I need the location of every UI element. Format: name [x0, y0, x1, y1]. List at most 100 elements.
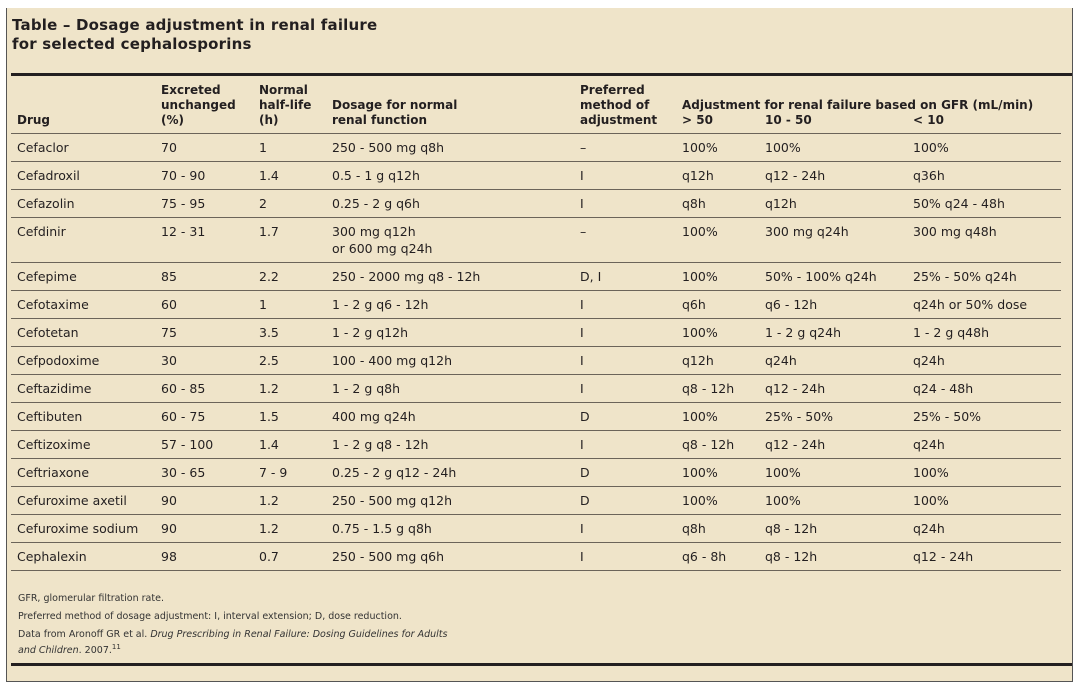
cell-gfr-under-10: 1 - 2 g q48h	[913, 318, 1061, 347]
cell-drug: Cefuroxime axetil	[11, 486, 161, 515]
cell-halflife: 1	[259, 290, 332, 319]
cell-gfr-under-10: q24h	[913, 514, 1061, 543]
cell-gfr-10-50: 100%	[765, 486, 913, 515]
cell-halflife: 2.2	[259, 262, 332, 291]
cell-gfr-under-10: 100%	[913, 458, 1061, 487]
cell-halflife: 1.2	[259, 514, 332, 543]
cell-gfr-10-50: 50% - 100% q24h	[765, 262, 913, 291]
cell-halflife: 1.4	[259, 430, 332, 459]
cell-method: –	[580, 133, 682, 162]
footnote-abbrev: GFR, glomerular filtration rate.	[18, 593, 164, 604]
cell-dosage: 250 - 500 mg q6h	[332, 542, 580, 571]
cell-method: D	[580, 458, 682, 487]
cell-drug: Cefotetan	[11, 318, 161, 347]
table-row: Ceftibuten 60 - 75 1.5 400 mg q24h D 100% 25% …	[11, 402, 1061, 431]
gfr-heading: Adjustment for renal failure based on GF…	[682, 98, 1034, 112]
cell-dosage: 1 - 2 g q12h	[332, 318, 580, 347]
cell-halflife: 1.2	[259, 486, 332, 515]
cell-halflife: 1.7	[259, 217, 332, 263]
cell-drug: Ceftibuten	[11, 402, 161, 431]
cell-gfr-10-50: q12 - 24h	[765, 161, 913, 190]
cell-method: I	[580, 346, 682, 375]
cell-gfr-10-50: 25% - 50%	[765, 402, 913, 431]
cell-halflife: 1.4	[259, 161, 332, 190]
cell-dosage: 1 - 2 g q8 - 12h	[332, 430, 580, 459]
col-halflife: Normal half-life (h)	[259, 77, 332, 134]
cell-gfr-10-50: q24h	[765, 346, 913, 375]
cell-excreted: 85	[161, 262, 259, 291]
cell-gfr-10-50: q12 - 24h	[765, 374, 913, 403]
table-row: Cefuroxime axetil 90 1.2 250 - 500 mg q12h D…	[11, 486, 1061, 515]
cell-drug: Cefuroxime sodium	[11, 514, 161, 543]
cell-gfr-over-50: q6 - 8h	[682, 542, 765, 571]
cell-halflife: 2	[259, 189, 332, 218]
cell-gfr-under-10: q24h	[913, 346, 1061, 375]
cell-dosage: 0.75 - 1.5 g q8h	[332, 514, 580, 543]
cell-gfr-10-50: q8 - 12h	[765, 514, 913, 543]
cell-drug: Cefaclor	[11, 133, 161, 162]
cell-gfr-under-10: 100%	[913, 486, 1061, 515]
cell-gfr-over-50: 100%	[682, 318, 765, 347]
cell-dosage: 0.5 - 1 g q12h	[332, 161, 580, 190]
cell-drug: Cefepime	[11, 262, 161, 291]
cell-drug: Ceftizoxime	[11, 430, 161, 459]
cell-dosage: 0.25 - 2 g q6h	[332, 189, 580, 218]
cell-drug: Cefotaxime	[11, 290, 161, 319]
cell-drug: Cephalexin	[11, 542, 161, 571]
cell-gfr-under-10: q24 - 48h	[913, 374, 1061, 403]
footnote-source: Data from Aronoff GR et al. Drug Prescri…	[18, 629, 448, 657]
cell-drug: Cefdinir	[11, 217, 161, 263]
cell-gfr-over-50: 100%	[682, 402, 765, 431]
cell-excreted: 70	[161, 133, 259, 162]
table-title: Table – Dosage adjustment in renal failu…	[12, 16, 377, 54]
cell-excreted: 90	[161, 486, 259, 515]
cell-gfr-under-10: 100%	[913, 133, 1061, 162]
cell-halflife: 3.5	[259, 318, 332, 347]
cell-gfr-10-50: q8 - 12h	[765, 542, 913, 571]
cell-method: I	[580, 161, 682, 190]
footnote-method: Preferred method of dosage adjustment: I…	[18, 611, 402, 622]
cell-gfr-over-50: 100%	[682, 217, 765, 263]
title-line: Table – Dosage adjustment in renal failu…	[12, 16, 378, 34]
cell-dosage: 0.25 - 2 g q12 - 24h	[332, 458, 580, 487]
cell-excreted: 57 - 100	[161, 430, 259, 459]
cell-dosage: 250 - 2000 mg q8 - 12h	[332, 262, 580, 291]
cell-gfr-under-10: 25% - 50%	[913, 402, 1061, 431]
cell-method: D	[580, 402, 682, 431]
cell-halflife: 1.2	[259, 374, 332, 403]
cell-gfr-over-50: q8 - 12h	[682, 374, 765, 403]
cell-gfr-under-10: 50% q24 - 48h	[913, 189, 1061, 218]
cell-gfr-under-10: q24h	[913, 430, 1061, 459]
cell-excreted: 60 - 75	[161, 402, 259, 431]
cell-excreted: 98	[161, 542, 259, 571]
cell-method: I	[580, 318, 682, 347]
cell-dosage: 400 mg q24h	[332, 402, 580, 431]
bottom-rule	[11, 663, 1072, 666]
cell-halflife: 2.5	[259, 346, 332, 375]
cell-gfr-under-10: 300 mg q48h	[913, 217, 1061, 263]
cell-halflife: 0.7	[259, 542, 332, 571]
cell-gfr-10-50: 300 mg q24h	[765, 217, 913, 263]
table-row: Cefdinir 12 - 31 1.7 300 mg q12h or 600 mg q…	[11, 217, 1061, 263]
cell-dosage: 1 - 2 g q6 - 12h	[332, 290, 580, 319]
cell-gfr-over-50: q6h	[682, 290, 765, 319]
cell-gfr-over-50: 100%	[682, 486, 765, 515]
cell-gfr-10-50: 1 - 2 g q24h	[765, 318, 913, 347]
cell-method: D	[580, 486, 682, 515]
cell-halflife: 7 - 9	[259, 458, 332, 487]
cell-excreted: 12 - 31	[161, 217, 259, 263]
col-dosage: Dosage for normal renal function	[332, 77, 580, 134]
cell-method: –	[580, 217, 682, 263]
cell-gfr-under-10: q12 - 24h	[913, 542, 1061, 571]
cell-gfr-over-50: q12h	[682, 161, 765, 190]
title-line: for selected cephalosporins	[12, 35, 252, 53]
table-row: Ceftriaxone 30 - 65 7 - 9 0.25 - 2 g q12 - …	[11, 458, 1061, 487]
